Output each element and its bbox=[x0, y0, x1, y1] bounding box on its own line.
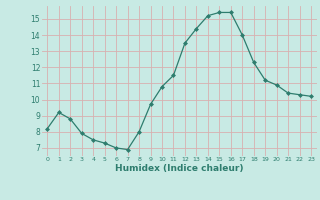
X-axis label: Humidex (Indice chaleur): Humidex (Indice chaleur) bbox=[115, 164, 244, 173]
